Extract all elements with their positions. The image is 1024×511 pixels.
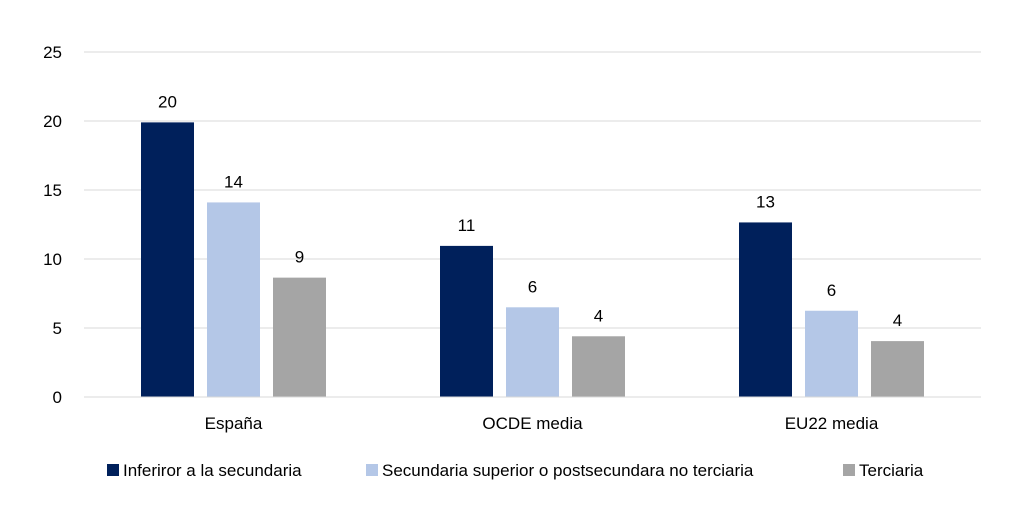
- y-tick-label: 10: [43, 250, 62, 269]
- x-tick-label: OCDE media: [482, 414, 583, 433]
- y-tick-label: 0: [53, 388, 62, 407]
- bar: [440, 245, 493, 397]
- y-tick-label: 5: [53, 319, 62, 338]
- legend-item: Terciaria: [843, 461, 924, 480]
- bar: [273, 277, 326, 397]
- data-label: 4: [893, 311, 902, 330]
- data-label: 6: [827, 281, 836, 300]
- data-label: 9: [295, 248, 304, 267]
- legend-swatch: [107, 464, 119, 476]
- y-axis: 0 5 10 15 20 25: [43, 43, 62, 407]
- data-label: 20: [158, 92, 177, 111]
- bars: [141, 122, 924, 397]
- bar: [141, 122, 194, 397]
- legend-swatch: [843, 464, 855, 476]
- x-axis: España OCDE media EU22 media: [84, 396, 981, 433]
- legend: Inferiror a la secundaria Secundaria supe…: [107, 461, 924, 480]
- data-label: 14: [224, 172, 243, 191]
- bar: [506, 307, 559, 397]
- bar: [871, 341, 924, 397]
- legend-label: Secundaria superior o postsecundara no t…: [382, 461, 754, 480]
- legend-item: Inferiror a la secundaria: [107, 461, 302, 480]
- bar: [572, 336, 625, 397]
- y-tick-label: 20: [43, 112, 62, 131]
- legend-swatch: [366, 464, 378, 476]
- data-labels: 20 14 9 11 6 4 13 6 4: [158, 92, 902, 330]
- y-tick-label: 15: [43, 181, 62, 200]
- data-label: 13: [756, 192, 775, 211]
- bar: [805, 310, 858, 397]
- data-label: 4: [594, 306, 603, 325]
- x-tick-label: EU22 media: [785, 414, 879, 433]
- legend-label: Inferiror a la secundaria: [123, 461, 302, 480]
- y-tick-label: 25: [43, 43, 62, 62]
- legend-item: Secundaria superior o postsecundara no t…: [366, 461, 754, 480]
- legend-label: Terciaria: [859, 461, 924, 480]
- bar: [739, 222, 792, 397]
- x-tick-label: España: [205, 414, 263, 433]
- bar: [207, 202, 260, 397]
- data-label: 11: [458, 216, 476, 235]
- data-label: 6: [528, 277, 537, 296]
